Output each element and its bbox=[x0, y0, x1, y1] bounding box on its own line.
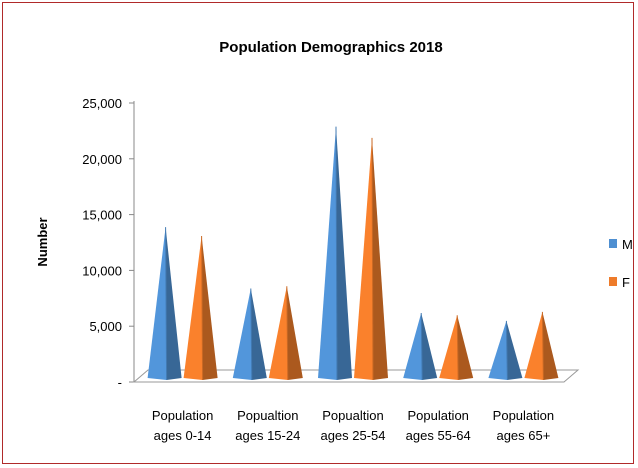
bar-face-left bbox=[488, 320, 508, 380]
bar-ridge bbox=[420, 313, 423, 381]
bar-face-left bbox=[318, 126, 337, 380]
y-tick-label: 10,000 bbox=[82, 263, 122, 278]
bar-F-3 bbox=[439, 315, 474, 381]
bar-ridge bbox=[286, 286, 289, 381]
chart-title: Population Demographics 2018 bbox=[219, 39, 442, 56]
bar-face-right bbox=[250, 288, 267, 380]
legend: MF bbox=[609, 237, 633, 290]
bar-ridge bbox=[505, 320, 508, 381]
category-label-line: Population bbox=[152, 408, 213, 423]
category-label-line: Popualtion bbox=[322, 408, 383, 423]
category-label-line: ages 55-64 bbox=[406, 428, 471, 443]
category-label-0: Population ages 0-14 bbox=[152, 408, 213, 443]
bar-face-right bbox=[542, 311, 559, 380]
bar-face-right bbox=[372, 137, 388, 380]
bars bbox=[147, 126, 559, 381]
bar-face-left bbox=[268, 286, 288, 380]
bar-face-right bbox=[457, 315, 474, 380]
bar-face-left bbox=[524, 311, 544, 380]
bar-F-2 bbox=[354, 137, 388, 381]
bar-face-right bbox=[336, 126, 352, 380]
category-label-line: ages 25-54 bbox=[320, 428, 385, 443]
category-label-line: ages 65+ bbox=[496, 428, 550, 443]
legend-swatch-M bbox=[609, 239, 617, 248]
category-label-line: ages 0-14 bbox=[154, 428, 212, 443]
bar-face-right bbox=[165, 227, 182, 380]
bar-M-0 bbox=[147, 227, 182, 381]
bar-ridge bbox=[541, 311, 544, 381]
bar-M-3 bbox=[403, 313, 438, 381]
bar-face-right bbox=[286, 286, 303, 380]
category-label-line: ages 15-24 bbox=[235, 428, 300, 443]
bar-F-0 bbox=[183, 236, 218, 381]
bar-ridge bbox=[335, 126, 338, 381]
bar-M-4 bbox=[488, 320, 523, 381]
bar-face-left bbox=[183, 236, 203, 380]
bar-face-left bbox=[354, 137, 373, 380]
bar-face-right bbox=[506, 320, 523, 380]
bar-face-right bbox=[201, 236, 218, 380]
bar-ridge bbox=[456, 315, 459, 381]
bar-F-1 bbox=[268, 286, 303, 381]
legend-label-F: F bbox=[622, 275, 630, 290]
legend-label-M: M bbox=[622, 237, 633, 252]
bar-M-2 bbox=[318, 126, 352, 381]
bar-ridge bbox=[201, 236, 204, 381]
y-axis-label: Number bbox=[35, 217, 50, 266]
category-label-line: Population bbox=[407, 408, 468, 423]
bar-ridge bbox=[371, 137, 374, 381]
bar-ridge bbox=[250, 288, 253, 381]
y-tick-label: 15,000 bbox=[82, 208, 122, 223]
bar-M-1 bbox=[232, 288, 267, 381]
bar-face-left bbox=[439, 315, 459, 380]
category-label-line: Popualtion bbox=[237, 408, 298, 423]
chart-frame bbox=[2, 2, 634, 464]
category-label-line: Population bbox=[493, 408, 554, 423]
category-label-3: Population ages 55-64 bbox=[406, 408, 471, 443]
bar-ridge bbox=[165, 227, 168, 381]
bar-face-left bbox=[147, 227, 167, 380]
bar-face-left bbox=[403, 313, 423, 380]
bar-face-right bbox=[421, 313, 438, 380]
y-tick-label: 25,000 bbox=[82, 96, 122, 111]
y-tick-label: - bbox=[118, 375, 122, 390]
category-label-1: Popualtion ages 15-24 bbox=[235, 408, 300, 443]
category-label-4: Population ages 65+ bbox=[493, 408, 554, 443]
y-tick-label: 20,000 bbox=[82, 152, 122, 167]
legend-swatch-F bbox=[609, 277, 617, 286]
category-label-2: Popualtion ages 25-54 bbox=[320, 408, 385, 443]
y-tick-label: 5,000 bbox=[89, 319, 122, 334]
bar-face-left bbox=[232, 288, 252, 380]
bar-F-4 bbox=[524, 311, 559, 381]
